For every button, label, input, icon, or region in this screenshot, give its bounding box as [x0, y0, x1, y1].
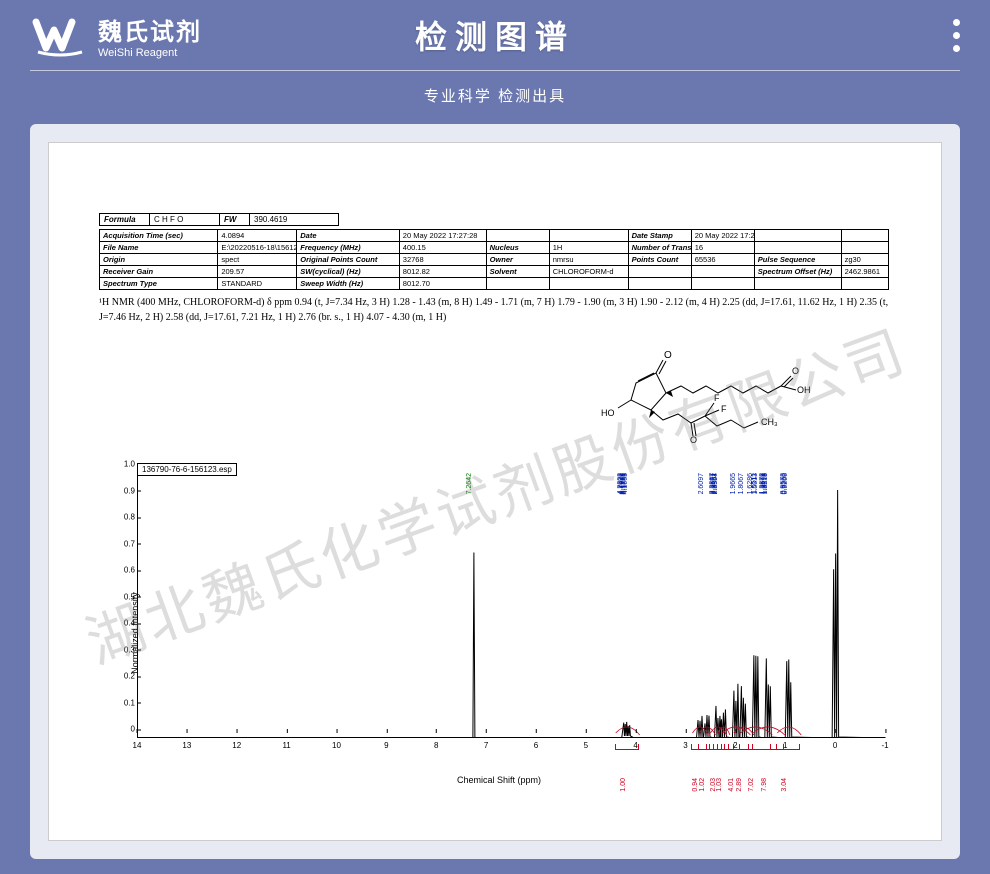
param-key: Date Stamp [628, 230, 691, 242]
param-key: Origin [100, 254, 218, 266]
svg-text:CH₃: CH₃ [761, 417, 778, 427]
svg-text:O: O [690, 435, 697, 443]
param-key: Frequency (MHz) [297, 242, 400, 254]
param-val: 8012.82 [399, 266, 486, 278]
param-key: File Name [100, 242, 218, 254]
param-val: 2462.9861 [841, 266, 888, 278]
param-key [628, 278, 691, 290]
logo-english: WeiShi Reagent [98, 47, 202, 59]
param-key: Sweep Width (Hz) [297, 278, 400, 290]
param-val: nmrsu [549, 254, 628, 266]
param-val [691, 266, 754, 278]
plot-area [137, 473, 885, 738]
formula-v: C H F O [150, 214, 220, 225]
param-val: 16 [691, 242, 754, 254]
param-key [628, 266, 691, 278]
param-key: Acquisition Time (sec) [100, 230, 218, 242]
param-val [691, 278, 754, 290]
svg-text:OH: OH [797, 385, 811, 395]
y-ticks: 00.10.20.30.40.50.60.70.80.91.0 [99, 473, 137, 738]
param-val: 4.0894 [218, 230, 297, 242]
fw-v: 390.4619 [250, 214, 338, 225]
logo-chinese: 魏氏试剂 [98, 12, 202, 47]
report-sheet: 湖北魏氏化学试剂股份有限公司 Formula C H F O FW 390.46… [48, 142, 942, 841]
subtitle: 专业科学 检测出具 [0, 71, 990, 124]
param-val [549, 278, 628, 290]
svg-text:F: F [714, 393, 720, 403]
param-key: Pulse Sequence [754, 254, 841, 266]
param-key: Spectrum Type [100, 278, 218, 290]
formula-row: Formula C H F O FW 390.4619 [99, 213, 339, 226]
param-val: E:\20220516-18\156123\10\PDATA\1\1r [218, 242, 297, 254]
param-val [549, 230, 628, 242]
param-key: Spectrum Offset (Hz) [754, 266, 841, 278]
molecule-structure: O HO O OH O [601, 338, 841, 443]
x-axis-label: Chemical Shift (ppm) [457, 775, 541, 785]
param-val: spect [218, 254, 297, 266]
svg-text:F: F [721, 404, 727, 414]
param-val: 1H [549, 242, 628, 254]
param-key [486, 230, 549, 242]
meta-block: Formula C H F O FW 390.4619 Acquisition … [99, 213, 889, 290]
param-val: 8012.70 [399, 278, 486, 290]
nmr-spectrum: 136790-76-6-156123.esp Normalized Intens… [99, 463, 899, 803]
param-key: Receiver Gain [100, 266, 218, 278]
param-val [841, 242, 888, 254]
param-key: Number of Transients [628, 242, 691, 254]
param-key [486, 278, 549, 290]
svg-text:O: O [792, 366, 799, 376]
param-val: zg30 [841, 254, 888, 266]
param-key: Points Count [628, 254, 691, 266]
nmr-description: ¹H NMR (400 MHz, CHLOROFORM-d) δ ppm 0.9… [99, 295, 899, 325]
param-val: 20 May 2022 17:27:28 [399, 230, 486, 242]
plot-title: 136790-76-6-156123.esp [137, 463, 237, 476]
logo-mark-icon [30, 10, 90, 60]
param-val: STANDARD [218, 278, 297, 290]
param-key: Original Points Count [297, 254, 400, 266]
logo: 魏氏试剂 WeiShi Reagent [30, 10, 202, 60]
param-key: Nucleus [486, 242, 549, 254]
param-val [841, 230, 888, 242]
param-val: CHLOROFORM-d [549, 266, 628, 278]
param-key: SW(cyclical) (Hz) [297, 266, 400, 278]
param-key [754, 242, 841, 254]
page-title: 检测图谱 [415, 12, 575, 58]
svg-text:O: O [664, 350, 672, 361]
param-val: 209.57 [218, 266, 297, 278]
page-frame: 湖北魏氏化学试剂股份有限公司 Formula C H F O FW 390.46… [30, 124, 960, 859]
x-ticks: 14131211109876543210-1 [137, 741, 885, 753]
parameter-table: Acquisition Time (sec)4.0894Date20 May 2… [99, 229, 889, 290]
param-key: Date [297, 230, 400, 242]
header: 魏氏试剂 WeiShi Reagent 检测图谱 [0, 0, 990, 70]
param-key: Owner [486, 254, 549, 266]
param-val: 65536 [691, 254, 754, 266]
param-key: Solvent [486, 266, 549, 278]
formula-k: Formula [100, 214, 150, 225]
param-val [841, 278, 888, 290]
peak-labels: 7.26424.22034.20224.19494.19214.17664.17… [137, 448, 885, 473]
param-key [754, 278, 841, 290]
param-val: 400.15 [399, 242, 486, 254]
menu-dots-icon[interactable] [953, 19, 960, 52]
svg-text:HO: HO [601, 408, 615, 418]
fw-k: FW [220, 214, 250, 225]
param-key [754, 230, 841, 242]
param-val: 20 May 2022 17:27:28 [691, 230, 754, 242]
param-val: 32768 [399, 254, 486, 266]
